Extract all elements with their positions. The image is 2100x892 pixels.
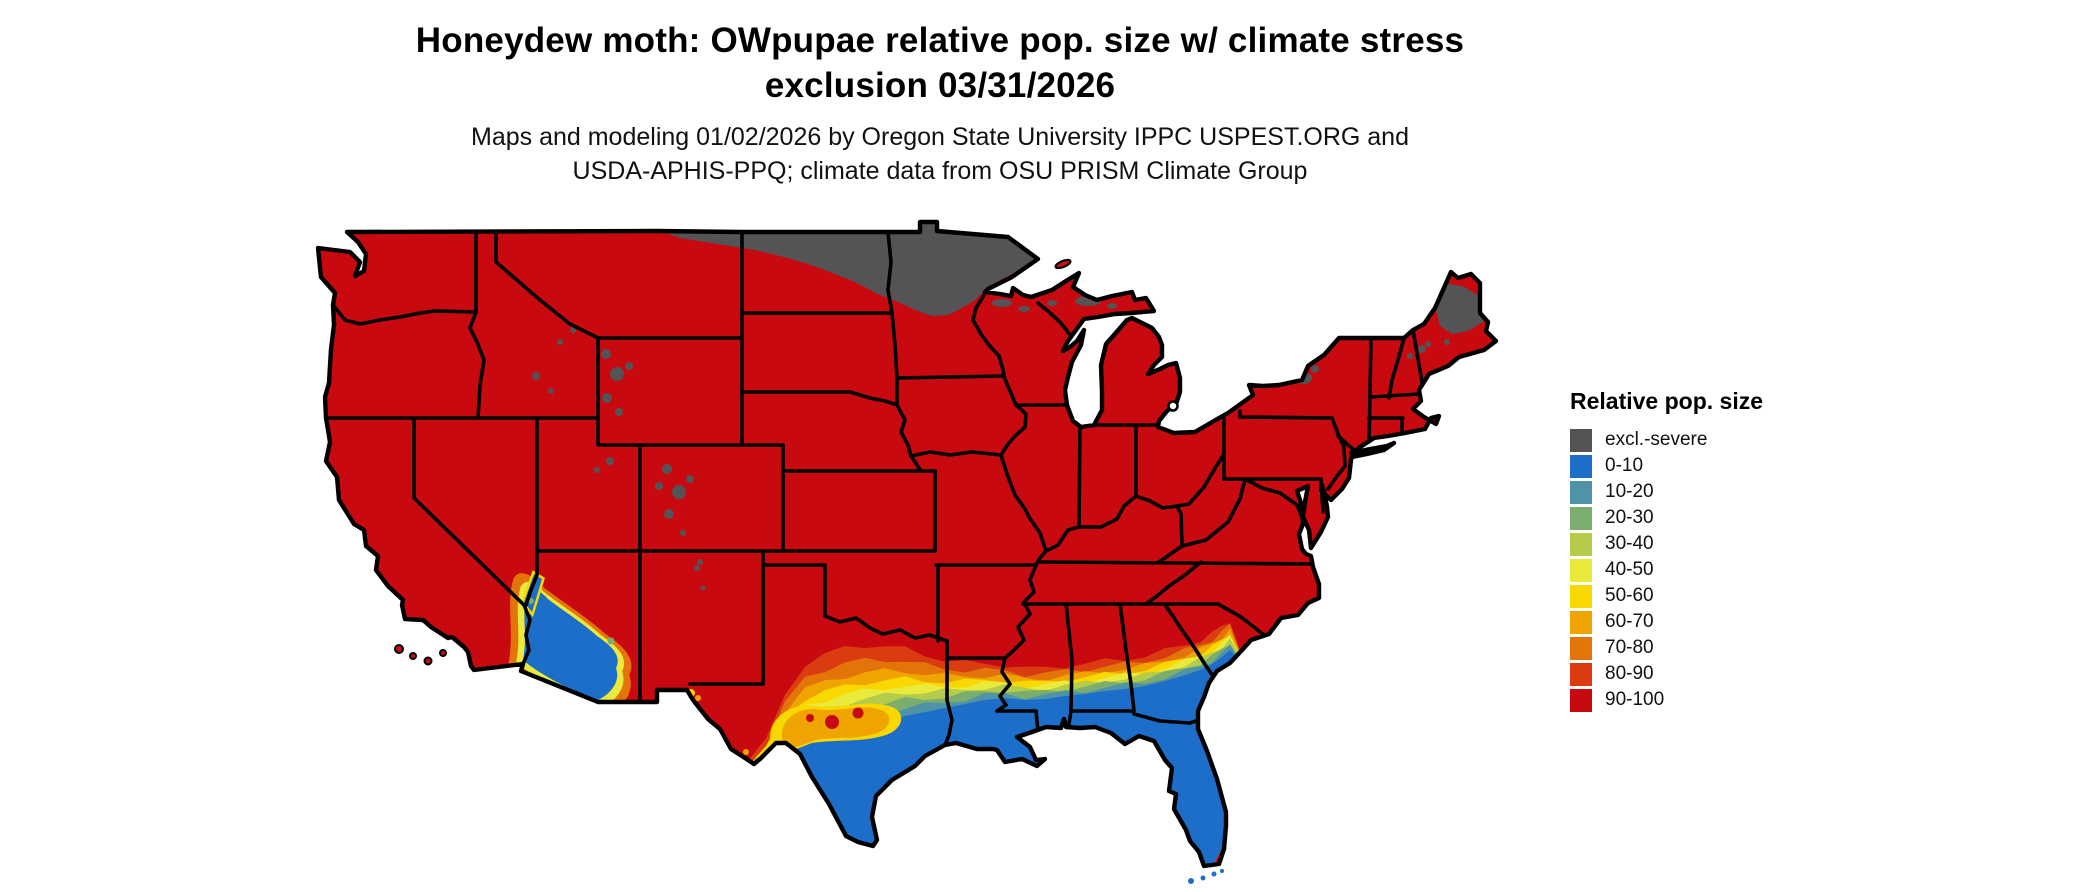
legend-item: 30-40 [1570, 531, 1830, 557]
lake-st-clair [1167, 400, 1179, 412]
legend-swatch [1570, 636, 1592, 660]
legend-swatch [1570, 454, 1592, 478]
legend-label: 20-30 [1605, 507, 1654, 528]
legend-label: 10-20 [1605, 481, 1654, 502]
title-block: Honeydew moth: OWpupae relative pop. siz… [0, 18, 1880, 188]
page-subtitle: Maps and modeling 01/02/2026 by Oregon S… [0, 120, 1880, 188]
legend-swatch [1570, 662, 1592, 686]
texas-transition-blob [770, 703, 902, 753]
legend-label: 40-50 [1605, 559, 1654, 580]
conus-outline [315, 219, 1499, 869]
legend-item: 40-50 [1570, 557, 1830, 583]
legend-title: Relative pop. size [1570, 388, 1764, 414]
excluded-severe-region [532, 222, 1487, 591]
legend-item: 50-60 [1570, 583, 1830, 609]
legend-item: 0-10 [1570, 453, 1830, 479]
legend-item: excl.-severe [1570, 427, 1830, 453]
title-line-1: Honeydew moth: OWpupae relative pop. siz… [415, 21, 1465, 60]
legend-item: 70-80 [1570, 635, 1830, 661]
legend-item: 20-30 [1570, 505, 1830, 531]
subtitle-line-2: USDA-APHIS-PPQ; climate data from OSU PR… [572, 157, 1308, 185]
channel-islands [394, 644, 447, 666]
legend-item: 90-100 [1570, 687, 1830, 713]
legend-item: 60-70 [1570, 609, 1830, 635]
legend-item: 80-90 [1570, 661, 1830, 687]
legend-swatch [1570, 584, 1592, 608]
isle-royale [1054, 258, 1072, 270]
legend-swatch [1570, 506, 1592, 530]
conus-landmass [318, 222, 1496, 866]
page-title: Honeydew moth: OWpupae relative pop. siz… [0, 18, 1880, 108]
state-borders [324, 230, 1425, 747]
legend-swatch [1570, 480, 1592, 504]
subtitle-line-1: Maps and modeling 01/02/2026 by Oregon S… [471, 123, 1409, 151]
legend-label: 80-90 [1605, 663, 1654, 684]
florida-keys [1188, 869, 1224, 884]
legend: Relative pop. size excl.-severe 0-10 10-20… [1570, 388, 1830, 713]
legend-label: 90-100 [1605, 689, 1665, 710]
legend-swatch [1570, 428, 1592, 452]
legend-label: excl.-severe [1605, 429, 1708, 450]
legend-label: 60-70 [1605, 611, 1654, 632]
legend-label: 0-10 [1605, 455, 1644, 476]
title-line-2: exclusion 03/31/2026 [764, 66, 1116, 105]
legend-swatch [1570, 610, 1592, 634]
legend-swatch [1570, 688, 1592, 712]
legend-swatch [1570, 532, 1592, 556]
legend-label: 50-60 [1605, 585, 1654, 606]
legend-rows: excl.-severe 0-10 10-20 20-30 30-40 40-50 50-6… [1570, 427, 1830, 713]
legend-swatch [1570, 558, 1592, 582]
legend-label: 30-40 [1605, 533, 1654, 554]
legend-item: 10-20 [1570, 479, 1830, 505]
legend-label: 70-80 [1605, 637, 1654, 658]
